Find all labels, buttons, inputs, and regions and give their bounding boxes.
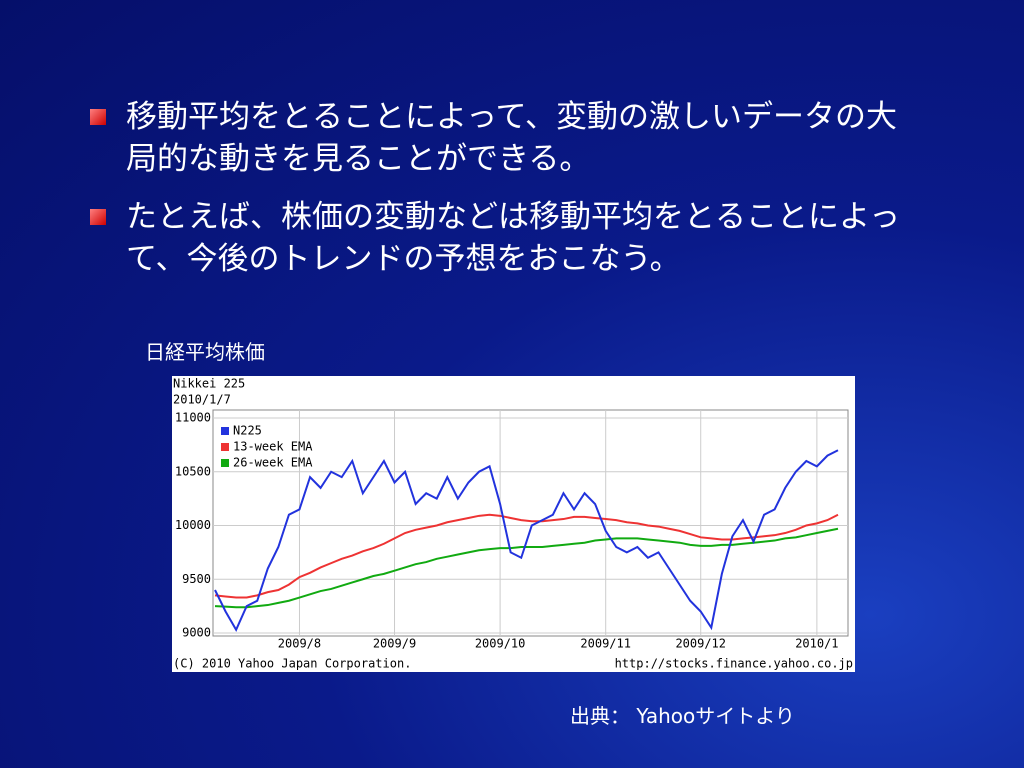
x-tick-label: 2009/10 [475,637,526,651]
series-line [214,527,839,609]
series-line [214,449,839,632]
series-line [214,513,839,599]
x-tick-label: 2010/1 [795,637,838,651]
legend-swatch [221,443,229,451]
legend-label: 13-week EMA [233,440,313,454]
legend-swatch [221,459,229,467]
bullet: たとえば、株価の変動などは移動平均をとることによって、今後のトレンドの予想をおこ… [90,196,920,280]
legend-swatch [221,427,229,435]
source-note: 出典： Yahooサイトより [570,704,795,728]
y-tick-label: 10500 [175,464,211,478]
chart-subtitle: 2010/1/7 [173,393,231,407]
x-tick-label: 2009/9 [373,637,416,651]
x-tick-label: 2009/8 [278,637,321,651]
legend-label: 26-week EMA [233,456,313,470]
y-tick-label: 9000 [182,626,211,640]
x-tick-label: 2009/12 [675,637,726,651]
chart-title: Nikkei 225 [173,377,245,391]
y-tick-label: 11000 [175,411,211,425]
chart-caption: 日経平均株価 [145,340,265,364]
x-tick-label: 2009/11 [580,637,631,651]
bullet: 移動平均をとることによって、変動の激しいデータの大局的な動きを見ることができる。 [90,96,920,180]
y-tick-label: 9500 [182,572,211,586]
bullet-list: 移動平均をとることによって、変動の激しいデータの大局的な動きを見ることができる。… [90,96,920,296]
plot-frame [212,409,849,637]
copyright: (C) 2010 Yahoo Japan Corporation. [173,657,411,671]
legend-label: N225 [233,424,262,438]
source-url: http://stocks.finance.yahoo.co.jp [615,657,853,671]
chart-background [172,376,855,672]
y-tick-label: 10000 [175,518,211,532]
